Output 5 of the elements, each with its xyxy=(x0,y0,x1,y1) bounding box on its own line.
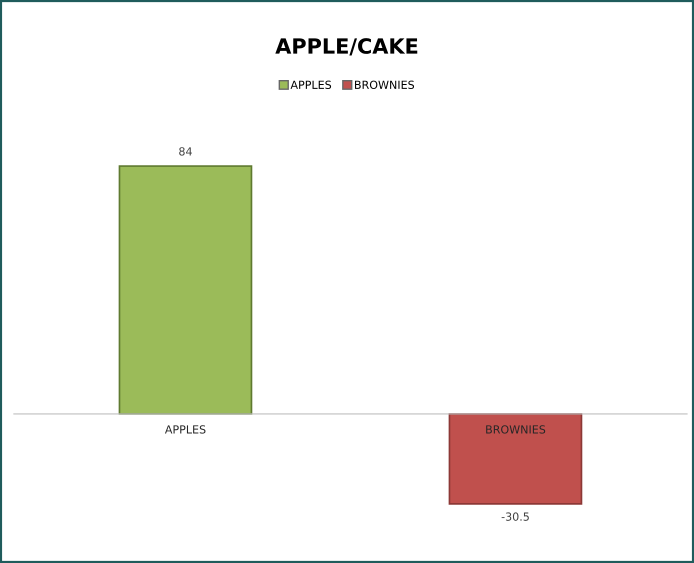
data-label: -30.5 xyxy=(502,512,529,521)
legend-label: BROWNIES xyxy=(355,80,414,89)
data-label: 84 xyxy=(179,147,192,156)
chart-title: APPLE/CAKE xyxy=(275,38,418,56)
legend-label: APPLES xyxy=(290,80,332,89)
